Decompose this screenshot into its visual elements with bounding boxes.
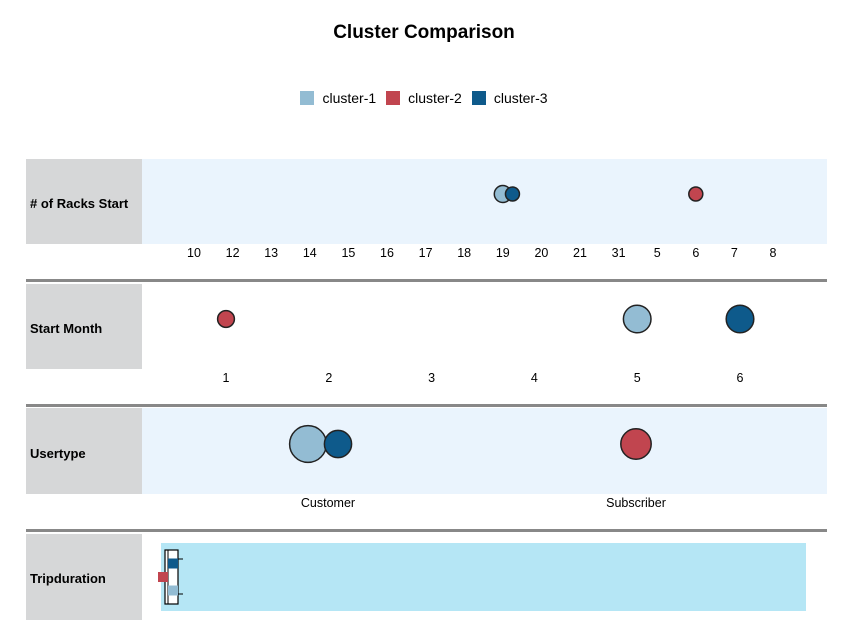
racks-point-cluster-2: [688, 186, 704, 202]
racks-tick-7: 7: [731, 246, 738, 260]
racks-tick-17: 17: [419, 246, 433, 260]
racks-tick-8: 8: [770, 246, 777, 260]
legend-label-cluster-3: cluster-3: [493, 90, 548, 106]
usertype-tick-subscriber: Subscriber: [606, 496, 666, 510]
racks-point-cluster-3: [504, 186, 521, 202]
usertype-panel-bg: [142, 408, 827, 494]
racks-tick-16: 16: [380, 246, 394, 260]
usertype-point-cluster-2: [620, 428, 652, 460]
racks-tick-10: 10: [187, 246, 201, 260]
racks-tick-14: 14: [303, 246, 317, 260]
racks-panel-label: # of Racks Start: [30, 196, 129, 211]
legend-swatch-cluster-3: [471, 91, 486, 105]
usertype-panel-label: Usertype: [30, 446, 86, 461]
legend-label-cluster-1: cluster-1: [322, 90, 377, 106]
legend-label-cluster-2: cluster-2: [408, 90, 462, 106]
month-tick-2: 2: [325, 371, 332, 385]
trip-range-band: [161, 543, 806, 611]
racks-points: [493, 184, 704, 204]
month-tick-4: 4: [531, 371, 538, 385]
racks-axis-ticks: 10 12 13 14 15 16 17 18 19 20 21 31 5 6 7 8: [187, 246, 776, 260]
racks-label-box: [26, 159, 142, 244]
month-point-cluster-2: [216, 309, 236, 329]
usertype-point-cluster-3: [323, 429, 353, 459]
racks-tick-13: 13: [264, 246, 278, 260]
legend-item-cluster-3: cluster-3: [471, 90, 548, 106]
racks-tick-6: 6: [692, 246, 699, 260]
month-tick-1: 1: [223, 371, 230, 385]
usertype-axis-ticks: Customer Subscriber: [301, 496, 666, 510]
trip-marker-cluster-3: [168, 558, 178, 569]
chart-title: Cluster Comparison: [333, 22, 515, 43]
month-label-box: [26, 284, 142, 369]
racks-tick-12: 12: [226, 246, 240, 260]
racks-tick-21: 21: [573, 246, 587, 260]
month-tick-3: 3: [428, 371, 435, 385]
usertype-label-box: [26, 408, 142, 494]
trip-boxplot: [158, 549, 183, 605]
legend-item-cluster-1: cluster-1: [300, 90, 376, 106]
trip-label-box: [26, 534, 142, 620]
racks-tick-5: 5: [654, 246, 661, 260]
racks-tick-19: 19: [496, 246, 510, 260]
usertype-tick-customer: Customer: [301, 496, 355, 510]
month-tick-5: 5: [634, 371, 641, 385]
month-tick-6: 6: [737, 371, 744, 385]
month-points: [216, 304, 755, 334]
racks-tick-20: 20: [534, 246, 548, 260]
trip-marker-cluster-2: [158, 572, 168, 582]
legend-swatch-cluster-2: [386, 91, 401, 105]
legend-swatch-cluster-1: [300, 91, 315, 105]
racks-tick-18: 18: [457, 246, 471, 260]
racks-tick-15: 15: [341, 246, 355, 260]
trip-marker-cluster-1: [168, 585, 178, 596]
month-panel-label: Start Month: [30, 321, 102, 336]
month-point-cluster-3: [725, 304, 755, 334]
usertype-point-cluster-1: [288, 424, 328, 464]
racks-tick-31: 31: [612, 246, 626, 260]
legend-item-cluster-2: cluster-2: [386, 90, 462, 106]
month-point-cluster-1: [622, 304, 652, 334]
usertype-points: [288, 424, 652, 464]
legend: cluster-1 cluster-2 cluster-3: [0, 90, 848, 106]
trip-panel-label: Tripduration: [30, 571, 106, 586]
month-axis-ticks: 1 2 3 4 5 6: [223, 371, 744, 385]
racks-panel-bg: [142, 159, 827, 244]
